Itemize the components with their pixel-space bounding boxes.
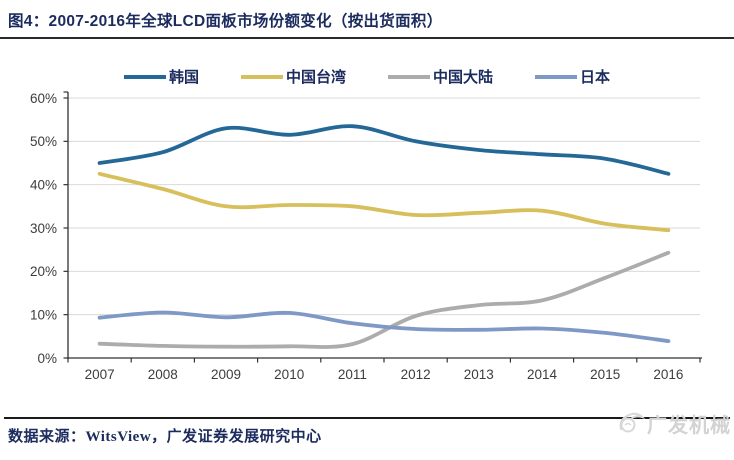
chart-svg: 0% 10% 20% 30% 40% 50% 60% 2007 2008 2009 2010 2011… bbox=[30, 91, 702, 382]
gf-logo-icon bbox=[619, 412, 646, 433]
legend-label-korea: 韩国 bbox=[168, 70, 199, 86]
legend-swatch-taiwan bbox=[240, 74, 283, 79]
series-line-korea bbox=[97, 124, 671, 176]
x-tick-label-2008: 2008 bbox=[148, 367, 178, 382]
x-tick-label-2015: 2015 bbox=[590, 367, 620, 382]
watermark-text: 广发机械 bbox=[647, 414, 731, 437]
legend-swatch-japan bbox=[535, 74, 578, 79]
legend-swatch-mainland-china bbox=[388, 74, 430, 79]
legend-label-taiwan: 中国台湾 bbox=[285, 70, 346, 86]
y-tick-label-40%: 40% bbox=[30, 177, 57, 192]
y-tick-label-30%: 30% bbox=[30, 221, 57, 236]
series-line-taiwan bbox=[97, 171, 671, 233]
figure-title: 图4：2007-2016年全球LCD面板市场份额变化（按出货面积） bbox=[8, 13, 443, 30]
y-tick-label-10%: 10% bbox=[30, 307, 57, 322]
x-tick-label-2014: 2014 bbox=[527, 367, 558, 382]
chart-legend: 韩国 中国台湾 中国大陆 日本 bbox=[0, 66, 734, 87]
series-line-japan bbox=[97, 310, 671, 343]
title-divider bbox=[0, 37, 734, 39]
x-tick-label-2011: 2011 bbox=[338, 367, 367, 382]
series-line-mainland-china bbox=[97, 250, 671, 349]
watermark: 广发机械 bbox=[616, 408, 731, 438]
legend-label-japan: 日本 bbox=[580, 70, 611, 86]
x-tick-label-2012: 2012 bbox=[401, 367, 431, 382]
x-tick-label-2010: 2010 bbox=[274, 367, 304, 382]
x-tick-label-2016: 2016 bbox=[653, 367, 683, 382]
legend-item-taiwan: 中国台湾 bbox=[240, 66, 346, 87]
y-tick-label-20%: 20% bbox=[30, 264, 57, 279]
y-tick-label-0%: 0% bbox=[37, 351, 57, 366]
legend-item-mainland-china: 中国大陆 bbox=[388, 66, 493, 87]
legend-swatch-korea bbox=[123, 74, 166, 79]
legend-item-korea: 韩国 bbox=[123, 66, 199, 87]
y-tick-label-50%: 50% bbox=[30, 134, 57, 149]
footer-divider bbox=[4, 417, 730, 419]
y-tick-label-60%: 60% bbox=[30, 91, 57, 106]
legend-item-japan: 日本 bbox=[535, 66, 610, 87]
x-tick-label-2007: 2007 bbox=[85, 367, 115, 382]
x-tick-label-2013: 2013 bbox=[464, 367, 494, 382]
x-tick-label-2009: 2009 bbox=[211, 367, 241, 382]
data-source-note: 数据来源：WitsView，广发证券发展研究中心 bbox=[8, 429, 322, 445]
legend-label-mainland-china: 中国大陆 bbox=[433, 70, 494, 86]
